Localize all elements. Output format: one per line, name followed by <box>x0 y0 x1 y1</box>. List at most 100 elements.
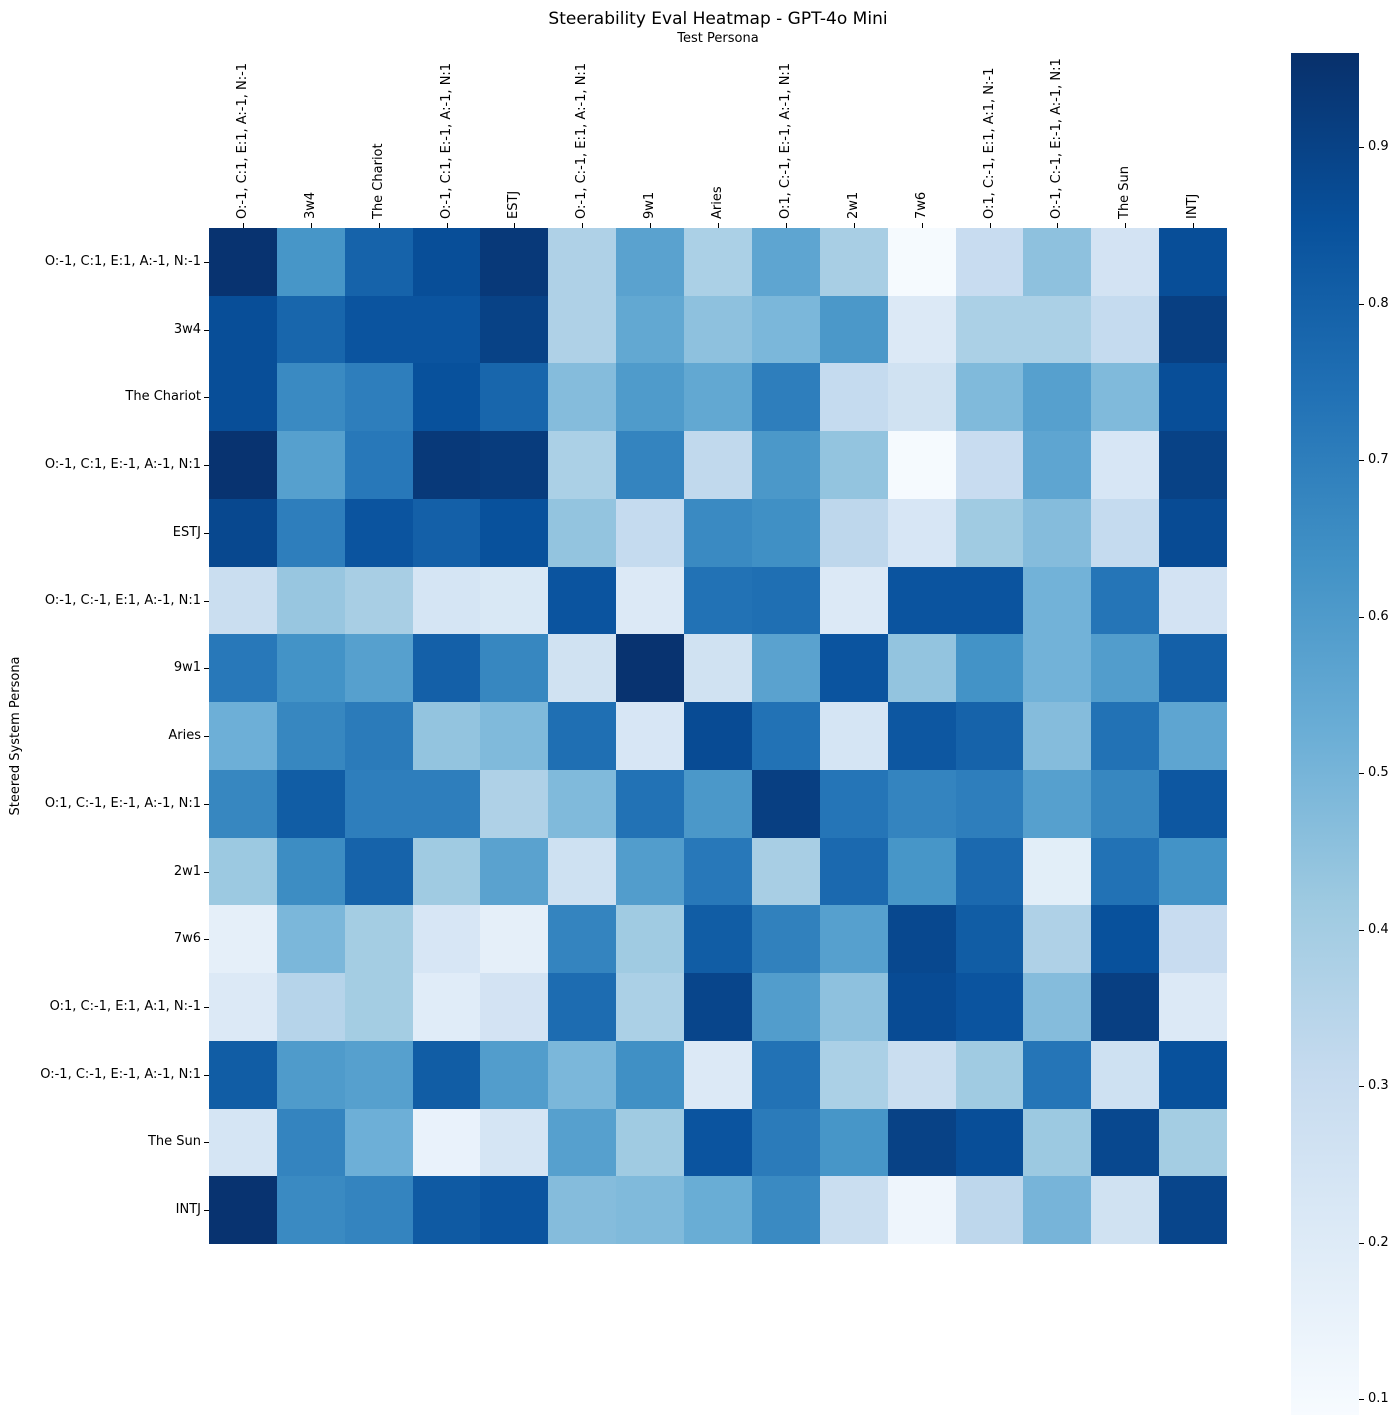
heatmap-cell <box>480 295 549 364</box>
heatmap-cell <box>751 702 820 770</box>
heatmap-cell <box>412 1040 481 1109</box>
y-tick-mark <box>204 1074 209 1076</box>
heatmap-cell <box>955 228 1024 296</box>
heatmap-cell <box>412 634 481 703</box>
y-tick-label: Aries <box>168 728 201 743</box>
heatmap-cell <box>548 702 617 770</box>
heatmap-cell <box>412 1108 481 1177</box>
heatmap-cell <box>276 228 345 296</box>
heatmap-cell <box>1159 905 1227 974</box>
heatmap-cell <box>1023 973 1092 1041</box>
heatmap-cell <box>412 905 481 974</box>
heatmap-cell <box>684 702 752 770</box>
heatmap-cell <box>616 905 685 974</box>
heatmap-cell <box>887 498 956 567</box>
heatmap-cell <box>480 363 549 432</box>
x-tick-label: INTJ <box>1185 193 1201 219</box>
heatmap-cell <box>209 905 277 974</box>
heatmap-cell <box>1091 634 1160 703</box>
heatmap-cell <box>344 837 413 906</box>
heatmap-cell <box>684 431 752 499</box>
heatmap-cell <box>1159 1108 1227 1177</box>
heatmap-cell <box>412 431 481 499</box>
heatmap-cell <box>819 1176 888 1244</box>
heatmap-cell <box>344 228 413 296</box>
colorbar-tick-mark <box>1359 460 1364 461</box>
x-tick-label: 3w4 <box>302 191 318 219</box>
x-tick-label: The Chariot <box>370 143 386 219</box>
chart-title: Steerability Eval Heatmap - GPT-4o Mini <box>548 9 888 29</box>
heatmap-cell <box>1159 702 1227 770</box>
x-tick-label: Aries <box>710 186 725 219</box>
heatmap-cell <box>548 905 617 974</box>
heatmap-cell <box>684 1176 752 1244</box>
heatmap-cell <box>548 1108 617 1177</box>
heatmap-cell <box>1023 837 1092 906</box>
heatmap-cell <box>1091 1108 1160 1177</box>
y-tick-label: 3w4 <box>173 321 201 337</box>
heatmap-cell <box>209 566 277 635</box>
heatmap-cell <box>955 905 1024 974</box>
heatmap-cell <box>344 1176 413 1244</box>
colorbar-tick-mark <box>1359 146 1364 148</box>
heatmap-cell <box>1023 634 1092 703</box>
x-tick-mark <box>718 223 719 228</box>
heatmap-cell <box>1023 1176 1092 1244</box>
heatmap-cell <box>1159 566 1227 635</box>
heatmap-cell <box>412 498 481 567</box>
heatmap-cell <box>684 769 752 838</box>
x-tick-label: O:-1, C:-1, E:1, A:-1, N:1 <box>574 62 590 219</box>
heatmap-cell <box>1159 1176 1227 1244</box>
heatmap-cell <box>955 769 1024 838</box>
heatmap-cell <box>1091 566 1160 635</box>
heatmap-cell <box>548 1176 617 1244</box>
heatmap-cell <box>1159 431 1227 499</box>
y-tick-mark <box>204 329 209 331</box>
heatmap-cell <box>276 634 345 703</box>
heatmap-cell <box>1159 634 1227 703</box>
heatmap-cell <box>1023 769 1092 838</box>
y-tick-label: O:-1, C:-1, E:-1, A:-1, N:1 <box>40 1066 201 1082</box>
heatmap-cell <box>616 973 685 1041</box>
heatmap-cell <box>955 1176 1024 1244</box>
heatmap-cell <box>955 702 1024 770</box>
heatmap-cell <box>548 228 617 296</box>
heatmap-cell <box>1091 431 1160 499</box>
y-tick-mark <box>204 871 209 873</box>
heatmap-cell <box>276 498 345 567</box>
heatmap-cell <box>751 363 820 432</box>
colorbar-tick-label: 0.6 <box>1368 608 1389 624</box>
heatmap-cell <box>344 702 413 770</box>
y-tick-label: INTJ <box>175 1202 201 1218</box>
heatmap-cell <box>209 769 277 838</box>
heatmap-cell <box>751 973 820 1041</box>
heatmap-cell <box>887 1108 956 1177</box>
heatmap-grid <box>209 228 1227 1244</box>
heatmap-cell <box>1023 228 1092 296</box>
heatmap-cell <box>276 1040 345 1109</box>
heatmap-cell <box>548 295 617 364</box>
heatmap-cell <box>1023 905 1092 974</box>
heatmap-cell <box>480 1108 549 1177</box>
y-tick-mark <box>204 668 209 670</box>
colorbar <box>1291 53 1359 1415</box>
heatmap-cell <box>344 295 413 364</box>
heatmap-cell <box>887 228 956 296</box>
heatmap-cell <box>751 295 820 364</box>
colorbar-tick-label: 0.8 <box>1368 295 1389 311</box>
heatmap-cell <box>751 905 820 974</box>
y-tick-mark <box>204 532 209 534</box>
heatmap-cell <box>344 431 413 499</box>
heatmap-cell <box>209 431 277 499</box>
heatmap-cell <box>751 498 820 567</box>
heatmap-cell <box>480 566 549 635</box>
heatmap-cell <box>1023 431 1092 499</box>
heatmap-cell <box>819 295 888 364</box>
heatmap-cell <box>1159 1040 1227 1109</box>
x-tick-mark <box>785 223 787 228</box>
heatmap-cell <box>616 769 685 838</box>
heatmap-cell <box>616 431 685 499</box>
heatmap-cell <box>344 973 413 1041</box>
heatmap-cell <box>819 1040 888 1109</box>
